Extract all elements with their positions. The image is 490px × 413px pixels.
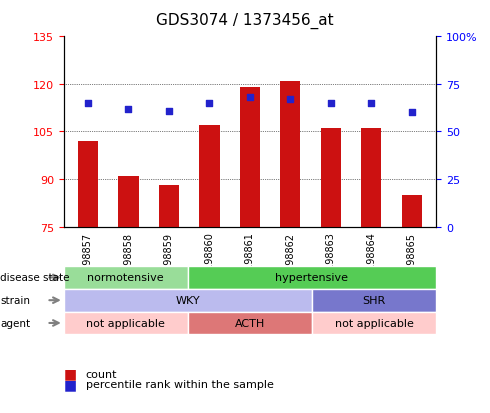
- Text: agent: agent: [0, 318, 30, 328]
- Bar: [199, 126, 220, 227]
- Text: ■: ■: [64, 377, 77, 391]
- Text: hypertensive: hypertensive: [275, 273, 348, 283]
- Bar: [402, 195, 422, 227]
- Point: [327, 100, 335, 107]
- Bar: [280, 81, 300, 227]
- Point: [408, 110, 416, 116]
- Point: [287, 97, 294, 103]
- Text: SHR: SHR: [363, 295, 386, 306]
- Bar: [321, 129, 341, 227]
- Text: GDS3074 / 1373456_at: GDS3074 / 1373456_at: [156, 12, 334, 28]
- Point: [84, 100, 92, 107]
- Bar: [78, 142, 98, 227]
- Text: count: count: [86, 369, 117, 379]
- Point: [124, 106, 132, 113]
- Bar: [119, 176, 139, 227]
- Text: strain: strain: [0, 295, 30, 306]
- Text: ■: ■: [64, 367, 77, 381]
- Bar: [240, 88, 260, 227]
- Bar: [159, 186, 179, 227]
- Text: WKY: WKY: [175, 295, 200, 306]
- Text: disease state: disease state: [0, 273, 70, 283]
- Text: not applicable: not applicable: [335, 318, 414, 328]
- Point: [205, 100, 213, 107]
- Point: [165, 108, 173, 114]
- Point: [368, 100, 375, 107]
- Text: not applicable: not applicable: [86, 318, 165, 328]
- Text: ACTH: ACTH: [235, 318, 265, 328]
- Text: percentile rank within the sample: percentile rank within the sample: [86, 379, 273, 389]
- Bar: [361, 129, 381, 227]
- Text: normotensive: normotensive: [87, 273, 164, 283]
- Point: [246, 95, 254, 101]
